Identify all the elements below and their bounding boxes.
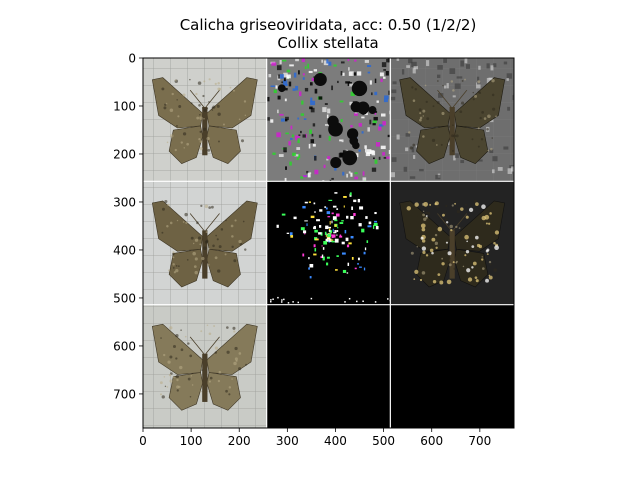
- chart-title: Calicha griseoviridata, acc: 0.50 (1/2/2…: [179, 16, 477, 34]
- axes-frame: [142, 57, 515, 429]
- y-tick-label: 600: [113, 339, 136, 353]
- x-tick-label: 700: [468, 434, 491, 448]
- tile-r2-c2: [390, 304, 514, 428]
- tile-r1-c2: [390, 181, 514, 305]
- y-tick-label: 700: [113, 387, 136, 401]
- x-tick-label: 500: [372, 434, 395, 448]
- tile-r0-c0: [143, 58, 267, 182]
- tile-r0-c2: [390, 58, 514, 182]
- y-tick-label: 0: [128, 52, 136, 66]
- chart-subtitle: Collix stellata: [277, 34, 379, 52]
- tile-r0-c1: [266, 58, 395, 185]
- x-axis: 0 100 200 300 400 500 600 700: [139, 428, 491, 448]
- y-tick-label: 500: [113, 291, 136, 305]
- x-tick-label: 300: [276, 434, 299, 448]
- x-tick-label: 0: [139, 434, 147, 448]
- y-tick-label: 400: [113, 243, 136, 257]
- x-tick-label: 100: [180, 434, 203, 448]
- tile-r2-c1: [266, 304, 391, 428]
- x-tick-label: 600: [420, 434, 443, 448]
- y-tick-label: 300: [113, 195, 136, 209]
- y-tick-label: 200: [113, 147, 136, 161]
- y-tick-label: 100: [113, 99, 136, 113]
- tile-r2-c0: [143, 304, 267, 428]
- x-tick-label: 200: [228, 434, 251, 448]
- tile-r1-c0: [143, 181, 267, 305]
- x-tick-label: 400: [324, 434, 347, 448]
- tile-r1-c1: [266, 181, 392, 305]
- y-axis: 0 100 200 300 400 500 600 700: [113, 52, 143, 401]
